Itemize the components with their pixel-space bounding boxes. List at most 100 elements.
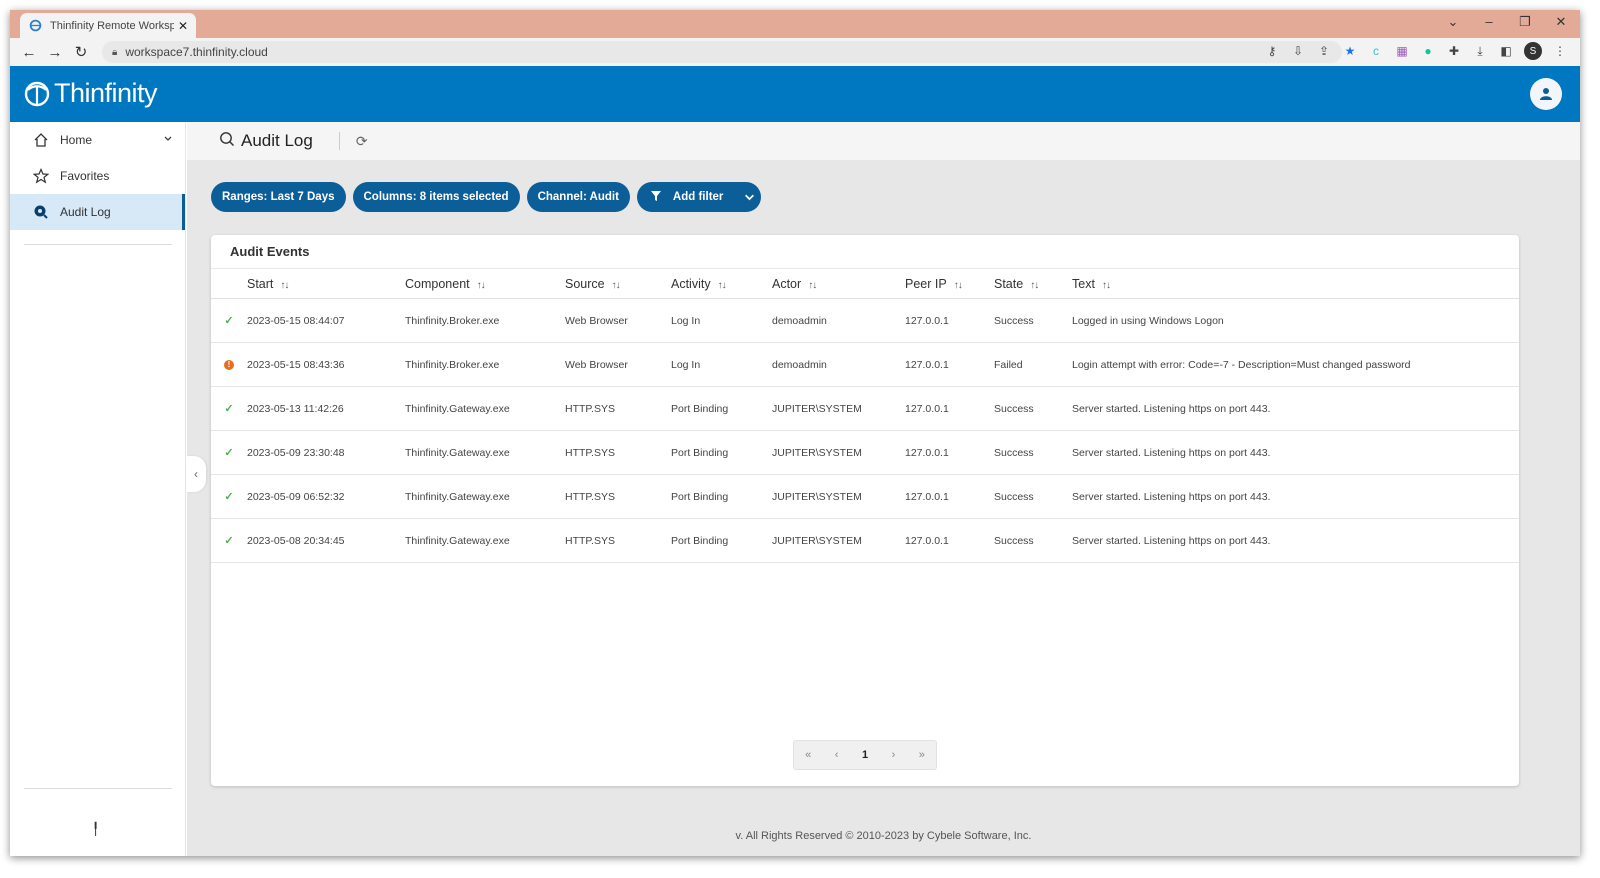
current-page[interactable]: 1 xyxy=(861,749,869,761)
start-cell: 2023-05-09 23:30:48 xyxy=(247,446,345,459)
ranges-filter-chip[interactable]: Ranges: Last 7 Days xyxy=(211,182,346,212)
sort-icon[interactable]: ↑↓ xyxy=(611,279,621,291)
page-header: Audit Log ⟳ xyxy=(187,122,1580,160)
component-cell: Thinfinity.Gateway.exe xyxy=(405,490,510,503)
channel-filter-chip[interactable]: Channel: Audit xyxy=(526,182,630,212)
extension-c-icon[interactable]: c xyxy=(1373,44,1379,58)
card-title: Audit Events xyxy=(211,235,1519,269)
page-title: Audit Log xyxy=(241,131,313,150)
minimize-icon[interactable]: – xyxy=(1485,14,1493,29)
table-row[interactable]: ✓ 2023-05-09 23:30:48 Thinfinity.Gateway.e… xyxy=(211,431,1519,475)
main-content: Audit Log ⟳ Ranges: Last 7 Days Columns:… xyxy=(187,122,1580,856)
previous-page-button[interactable]: ‹ xyxy=(834,749,839,761)
actor-cell: JUPITER\SYSTEM xyxy=(772,446,862,459)
column-header-label: State xyxy=(994,276,1024,291)
sort-icon[interactable]: ↑↓ xyxy=(476,279,486,291)
close-window-icon[interactable]: ✕ xyxy=(1555,14,1567,29)
table-row[interactable]: ✓ 2023-05-13 11:42:26 Thinfinity.Gateway.e… xyxy=(211,387,1519,431)
column-header-source[interactable]: Source ↑↓ xyxy=(565,277,671,291)
columns-filter-chip[interactable]: Columns: 8 items selected xyxy=(352,182,520,212)
bookmark-star-icon[interactable]: ★ xyxy=(1344,44,1356,58)
text-cell: Server started. Listening https on port … xyxy=(1072,490,1271,503)
column-header-peer-ip[interactable]: Peer IP ↑↓ xyxy=(905,277,994,291)
refresh-icon[interactable]: ⟳ xyxy=(355,132,368,149)
activity-cell: Log In xyxy=(671,314,701,327)
next-page-button[interactable]: › xyxy=(891,749,896,761)
sort-icon[interactable]: ↑↓ xyxy=(1030,279,1039,291)
sidebar-item-label: Favorites xyxy=(60,169,110,183)
column-header-text[interactable]: Text ↑↓ xyxy=(1072,277,1519,291)
start-cell: 2023-05-08 20:34:45 xyxy=(247,534,345,547)
table-row[interactable]: ! 2023-05-15 08:43:36 Thinfinity.Broker.ex… xyxy=(211,343,1519,387)
sort-icon[interactable]: ↑↓ xyxy=(953,279,963,291)
tab-search-icon[interactable]: ⌄ xyxy=(1447,14,1459,29)
status-cell: ! xyxy=(211,359,247,370)
pin-icon[interactable]: ╿ xyxy=(92,822,100,836)
source-cell: Web Browser xyxy=(565,358,628,371)
thinfinity-logo[interactable]: Thinfinity xyxy=(22,78,158,109)
add-filter-button[interactable]: Add filter xyxy=(636,182,762,212)
actor-cell: demoadmin xyxy=(772,358,827,371)
close-tab-icon[interactable]: ✕ xyxy=(177,18,188,33)
restore-icon[interactable]: ❐ xyxy=(1519,14,1531,29)
sidebar-item-favorites[interactable]: Favorites xyxy=(10,158,185,194)
status-cell: ✓ xyxy=(211,446,247,459)
table-header: Start ↑↓ Component ↑↓ Source ↑↓ Activity ↑↓ … xyxy=(211,269,1519,299)
sidebar-divider xyxy=(24,788,172,789)
browser-extensions: ⚷ ⇩ ⇪ ★ c ▦ ● ✚ ⤓ ◧ S ⋮ xyxy=(1264,42,1568,60)
column-header-component[interactable]: Component ↑↓ xyxy=(405,277,565,291)
extensions-puzzle-icon[interactable]: ✚ xyxy=(1448,44,1460,58)
share-icon[interactable]: ⇪ xyxy=(1318,44,1330,58)
install-icon[interactable]: ⇩ xyxy=(1292,44,1304,58)
reload-icon[interactable]: ↻ xyxy=(74,44,88,61)
sort-icon[interactable]: ↑↓ xyxy=(280,279,289,291)
back-icon[interactable]: ← xyxy=(21,43,37,61)
success-check-icon: ✓ xyxy=(224,535,234,547)
start-cell: 2023-05-15 08:43:36 xyxy=(247,358,345,371)
browser-menu-icon[interactable]: ⋮ xyxy=(1554,44,1566,58)
last-page-button[interactable]: » xyxy=(918,749,925,761)
user-menu-button[interactable] xyxy=(1530,78,1562,110)
side-panel-icon[interactable]: ◧ xyxy=(1500,44,1512,58)
extension-grid-icon[interactable]: ▦ xyxy=(1396,44,1408,58)
forward-icon[interactable]: → xyxy=(47,43,63,61)
peer-ip-cell: 127.0.0.1 xyxy=(905,446,949,459)
address-bar[interactable]: 🔒︎ workspace7.thinfinity.cloud xyxy=(102,41,1342,63)
browser-window: Thinfinity Remote Worksp ✕ ⌄ – ❐ ✕ ← → ↻… xyxy=(10,10,1580,856)
sort-icon[interactable]: ↑↓ xyxy=(717,279,727,291)
actor-cell: JUPITER\SYSTEM xyxy=(772,490,862,503)
sort-icon[interactable]: ↑↓ xyxy=(1101,279,1111,291)
table-row[interactable]: ✓ 2023-05-15 08:44:07 Thinfinity.Broker.ex… xyxy=(211,299,1519,343)
column-header-start[interactable]: Start ↑↓ xyxy=(247,277,405,291)
chevron-down-icon[interactable] xyxy=(163,133,173,147)
table-row[interactable]: ✓ 2023-05-09 06:52:32 Thinfinity.Gateway.e… xyxy=(211,475,1519,519)
lock-icon: 🔒︎ xyxy=(112,46,118,58)
state-cell: Success xyxy=(994,490,1034,503)
sidebar-item-audit-log[interactable]: Audit Log xyxy=(10,194,185,230)
extension-grammarly-icon[interactable]: ● xyxy=(1424,44,1432,58)
component-cell: Thinfinity.Gateway.exe xyxy=(405,446,510,459)
sort-icon[interactable]: ↑↓ xyxy=(808,279,817,291)
column-header-actor[interactable]: Actor ↑↓ xyxy=(772,277,905,291)
status-cell: ✓ xyxy=(211,490,247,503)
sidebar-collapse-button[interactable]: ‹ xyxy=(186,456,206,492)
activity-cell: Port Binding xyxy=(671,446,729,459)
home-icon xyxy=(32,131,50,149)
key-icon[interactable]: ⚷ xyxy=(1267,44,1277,58)
downloads-icon[interactable]: ⤓ xyxy=(1477,43,1483,58)
column-header-activity[interactable]: Activity ↑↓ xyxy=(671,277,772,291)
filter-bar: Ranges: Last 7 Days Columns: 8 items sel… xyxy=(211,182,762,212)
profile-avatar[interactable]: S xyxy=(1524,42,1542,60)
chevron-left-icon: ‹ xyxy=(194,467,198,481)
chevron-down-icon[interactable] xyxy=(737,182,761,212)
sidebar-item-home[interactable]: Home xyxy=(10,122,185,158)
column-header-state[interactable]: State ↑↓ xyxy=(994,277,1072,291)
browser-tab[interactable]: Thinfinity Remote Worksp ✕ xyxy=(20,13,196,38)
column-header-label: Activity xyxy=(671,276,711,291)
browser-toolbar: ← → ↻ 🔒︎ workspace7.thinfinity.cloud ⚷ ⇩… xyxy=(10,38,1580,66)
peer-ip-cell: 127.0.0.1 xyxy=(905,358,949,371)
user-icon xyxy=(1540,88,1552,100)
first-page-button[interactable]: « xyxy=(805,749,812,761)
peer-ip-cell: 127.0.0.1 xyxy=(905,402,949,415)
table-row[interactable]: ✓ 2023-05-08 20:34:45 Thinfinity.Gateway.e… xyxy=(211,519,1519,563)
